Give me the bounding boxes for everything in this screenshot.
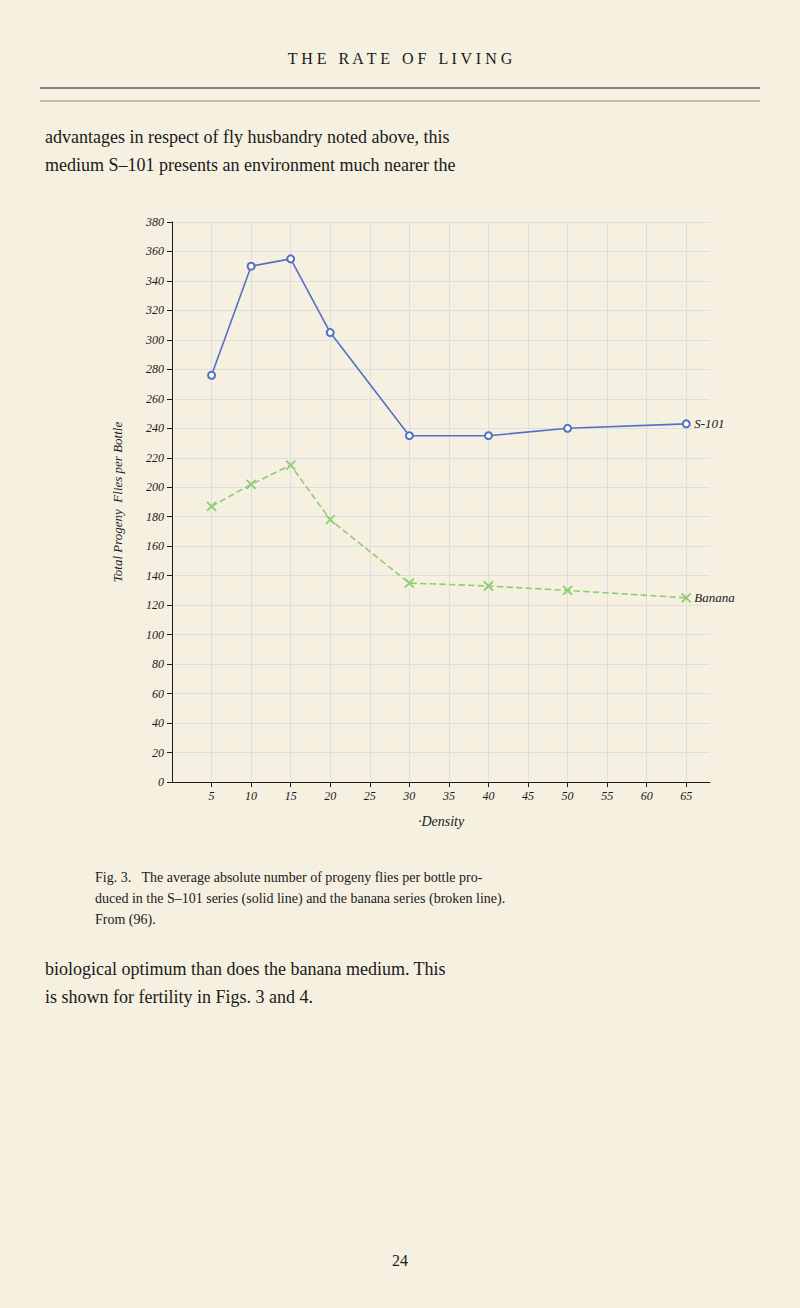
svg-text:20: 20 — [152, 746, 164, 760]
svg-text:40: 40 — [482, 789, 494, 803]
svg-text:80: 80 — [152, 657, 164, 671]
svg-text:5: 5 — [209, 789, 215, 803]
svg-text:35: 35 — [442, 789, 455, 803]
svg-text:Fig. 3. The average absolute: Fig. 3. The average absolute number of p… — [95, 870, 483, 885]
svg-text:55: 55 — [601, 789, 613, 803]
svg-text:30: 30 — [402, 789, 415, 803]
svg-text:200: 200 — [146, 480, 164, 494]
svg-text:Total Progeny Flies per Bottl: Total Progeny Flies per Bottle — [110, 422, 125, 583]
svg-text:·Density: ·Density — [418, 814, 465, 829]
svg-text:260: 260 — [146, 392, 164, 406]
svg-text:360: 360 — [145, 244, 164, 258]
svg-text:120: 120 — [146, 598, 164, 612]
svg-text:S-101: S-101 — [694, 416, 724, 431]
svg-text:20: 20 — [324, 789, 336, 803]
svg-text:50: 50 — [562, 789, 574, 803]
svg-text:320: 320 — [145, 303, 164, 317]
svg-text:0: 0 — [158, 775, 164, 789]
svg-text:medium S–101 presents an envir: medium S–101 presents an environment muc… — [45, 155, 455, 175]
svg-text:160: 160 — [146, 539, 164, 553]
svg-text:is shown for fertility in Figs: is shown for fertility in Figs. 3 and 4. — [45, 987, 313, 1007]
svg-text:45: 45 — [522, 789, 534, 803]
svg-text:60: 60 — [641, 789, 653, 803]
svg-text:140: 140 — [146, 569, 164, 583]
svg-text:Banana: Banana — [694, 590, 735, 605]
svg-text:100: 100 — [146, 628, 164, 642]
svg-text:340: 340 — [145, 274, 164, 288]
svg-text:280: 280 — [146, 362, 164, 376]
svg-text:60: 60 — [152, 687, 164, 701]
svg-text:15: 15 — [285, 789, 297, 803]
svg-text:220: 220 — [146, 451, 164, 465]
svg-text:240: 240 — [146, 421, 164, 435]
svg-text:From (96).: From (96). — [95, 912, 156, 928]
svg-text:24: 24 — [392, 1252, 408, 1269]
svg-text:10: 10 — [245, 789, 257, 803]
svg-text:25: 25 — [364, 789, 376, 803]
svg-text:65: 65 — [680, 789, 692, 803]
svg-text:380: 380 — [145, 215, 164, 229]
svg-text:T H E R A T E O F L I V: T H E R A T E O F L I V I N G — [288, 50, 513, 67]
svg-text:advantages in respect of fly h: advantages in respect of fly husbandry n… — [45, 127, 449, 147]
svg-text:180: 180 — [146, 510, 164, 524]
svg-text:biological optimum than does t: biological optimum than does the banana … — [45, 959, 446, 979]
svg-text:duced in the S–101 series (sol: duced in the S–101 series (solid line) a… — [95, 891, 505, 907]
svg-text:300: 300 — [145, 333, 164, 347]
svg-text:40: 40 — [152, 716, 164, 730]
